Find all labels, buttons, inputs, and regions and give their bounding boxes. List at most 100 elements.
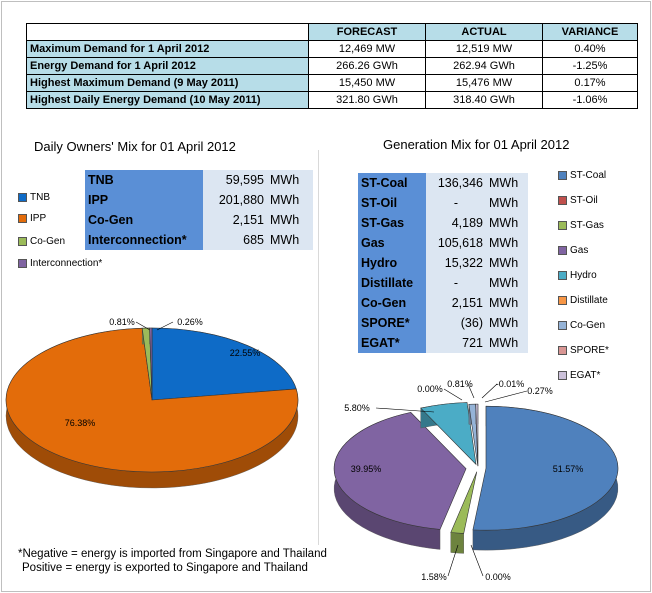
source-unit: MWh bbox=[486, 233, 528, 253]
source-unit: MWh bbox=[486, 293, 528, 313]
legend-label: Co-Gen bbox=[30, 236, 66, 247]
footnote-line-2: Positive = energy is exported to Singapo… bbox=[22, 562, 308, 574]
legend-label: IPP bbox=[30, 213, 47, 224]
slice-st-gas bbox=[450, 471, 478, 534]
source-unit: MWh bbox=[486, 213, 528, 233]
pie-data-label: 51.57% bbox=[553, 464, 584, 474]
source-value: 136,346 bbox=[426, 173, 486, 193]
source-name: Hydro bbox=[361, 256, 398, 270]
slice-interconnection bbox=[149, 327, 153, 401]
slice-gas bbox=[333, 412, 467, 530]
header-actual: ACTUAL bbox=[425, 23, 543, 41]
table-row: ST-Gas 4,189 MWh bbox=[358, 213, 528, 233]
generation-mix-title: Generation Mix for 01 April 2012 bbox=[383, 137, 570, 152]
row-label: Maximum Demand for 1 April 2012 bbox=[26, 40, 309, 58]
pie-data-label: 0.00% bbox=[485, 572, 511, 582]
source-value: (36) bbox=[426, 313, 486, 333]
legend-label: ST-Coal bbox=[570, 170, 607, 181]
legend-label: ST-Oil bbox=[570, 195, 598, 206]
legend-label: Interconnection* bbox=[30, 258, 103, 269]
pie-data-label: 0.81% bbox=[447, 379, 473, 389]
legend-swatch bbox=[558, 196, 567, 205]
legend-item: ST-Oil bbox=[558, 195, 598, 206]
legend-swatch bbox=[18, 214, 27, 223]
source-unit: MWh bbox=[486, 313, 528, 333]
slice-hydro bbox=[420, 402, 477, 466]
table-row: ST-Oil - MWh bbox=[358, 193, 528, 213]
pie-leader-line bbox=[443, 388, 463, 401]
source-name: ST-Gas bbox=[361, 216, 405, 230]
source-value: 59,595 bbox=[203, 170, 267, 190]
legend-label: Hydro bbox=[570, 270, 597, 281]
source-unit: MWh bbox=[267, 230, 313, 250]
slice-st-gas-side bbox=[450, 532, 464, 554]
legend-item: Co-Gen bbox=[18, 236, 65, 247]
slice-egat bbox=[475, 403, 479, 467]
source-unit: MWh bbox=[267, 190, 313, 210]
source-name: EGAT* bbox=[361, 336, 400, 350]
legend-swatch bbox=[558, 371, 567, 380]
pie-leader-line bbox=[447, 544, 459, 577]
source-name: ST-Oil bbox=[361, 196, 398, 210]
pie-data-label: 22.55% bbox=[230, 348, 261, 358]
legend-swatch bbox=[18, 259, 27, 268]
legend-item: Distillate bbox=[558, 295, 608, 306]
pie-data-label: 1.58% bbox=[421, 572, 447, 582]
table-row: Gas 105,618 MWh bbox=[358, 233, 528, 253]
source-value: 2,151 bbox=[203, 210, 267, 230]
source-name: IPP bbox=[88, 193, 109, 207]
source-value: 15,322 bbox=[426, 253, 486, 273]
legend-swatch bbox=[558, 171, 567, 180]
source-value: 2,151 bbox=[426, 293, 486, 313]
source-name: Distillate bbox=[361, 276, 414, 290]
legend-item: IPP bbox=[18, 213, 46, 224]
table-row: IPP 201,880 MWh bbox=[85, 190, 313, 210]
variance-cell: 0.40% bbox=[542, 40, 638, 58]
pie-data-label: 0.26% bbox=[177, 317, 203, 327]
header-blank bbox=[26, 23, 309, 41]
actual-cell: 15,476 MW bbox=[425, 74, 543, 92]
source-unit: MWh bbox=[486, 333, 528, 353]
legend-swatch bbox=[558, 246, 567, 255]
demand-table-header: FORECAST ACTUAL VARIANCE bbox=[26, 23, 638, 41]
legend-swatch bbox=[18, 237, 27, 246]
variance-cell: -1.06% bbox=[542, 91, 638, 109]
footnote: *Negative = energy is imported from Sing… bbox=[18, 547, 327, 575]
table-row: EGAT* 721 MWh bbox=[358, 333, 528, 353]
source-unit: MWh bbox=[267, 170, 313, 190]
forecast-cell: 266.26 GWh bbox=[308, 57, 426, 75]
table-row: Co-Gen 2,151 MWh bbox=[85, 210, 313, 230]
source-name: SPORE* bbox=[361, 316, 410, 330]
legend-swatch bbox=[558, 221, 567, 230]
legend-item: EGAT* bbox=[558, 370, 600, 381]
legend-item: TNB bbox=[18, 192, 50, 203]
actual-cell: 318.40 GWh bbox=[425, 91, 543, 109]
owners-mix-title: Daily Owners' Mix for 01 April 2012 bbox=[34, 139, 236, 154]
source-value: 201,880 bbox=[203, 190, 267, 210]
legend-swatch bbox=[558, 296, 567, 305]
table-row: SPORE* (36) MWh bbox=[358, 313, 528, 333]
source-name: ST-Coal bbox=[361, 176, 408, 190]
owners-mix-table: TNB 59,595 MWh IPP 201,880 MWh Co-Gen 2,151 MW… bbox=[85, 170, 313, 250]
pie-data-label: 5.80% bbox=[344, 403, 370, 413]
legend-swatch bbox=[558, 271, 567, 280]
pie-leader-line bbox=[481, 383, 498, 399]
pie-data-label: 76.38% bbox=[65, 418, 96, 428]
source-name: Co-Gen bbox=[88, 213, 134, 227]
source-unit: MWh bbox=[267, 210, 313, 230]
legend-label: Co-Gen bbox=[570, 320, 606, 331]
table-row: ST-Coal 136,346 MWh bbox=[358, 173, 528, 193]
table-row: Highest Daily Energy Demand (10 May 2011… bbox=[26, 91, 638, 109]
table-row: Energy Demand for 1 April 2012 266.26 GW… bbox=[26, 57, 638, 75]
slice-ipp bbox=[5, 327, 299, 473]
source-value: 685 bbox=[203, 230, 267, 250]
source-name: Co-Gen bbox=[361, 296, 407, 310]
table-row: Hydro 15,322 MWh bbox=[358, 253, 528, 273]
actual-cell: 262.94 GWh bbox=[425, 57, 543, 75]
source-value: 721 bbox=[426, 333, 486, 353]
pie-data-label: 0.27% bbox=[527, 386, 553, 396]
legend-item: Hydro bbox=[558, 270, 597, 281]
pie-data-label: 39.95% bbox=[351, 464, 382, 474]
